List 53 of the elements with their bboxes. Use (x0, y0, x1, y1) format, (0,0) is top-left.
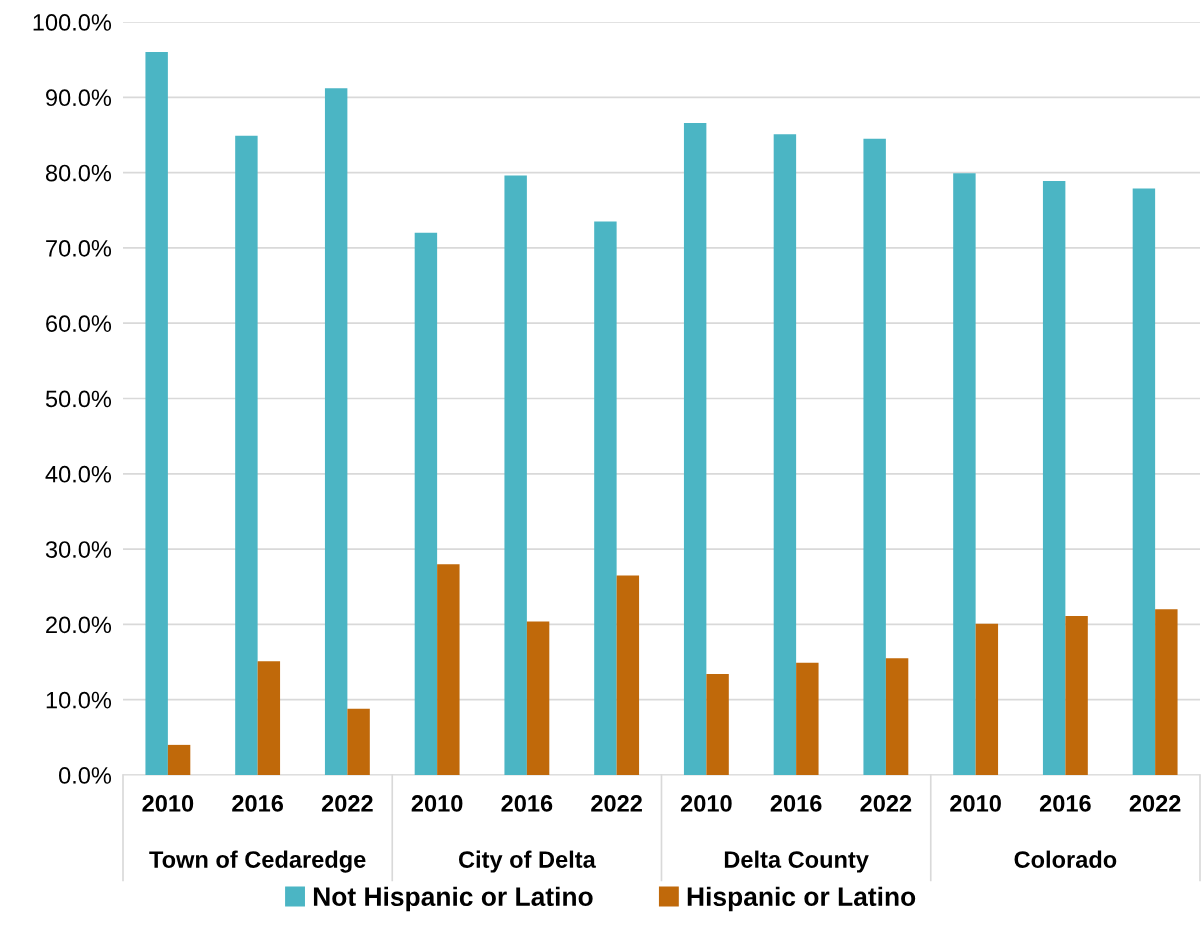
x-tick-label: 2016 (232, 795, 284, 812)
bar (504, 175, 527, 775)
x-tick-label: 2022 (321, 795, 373, 812)
bar (1155, 609, 1178, 775)
bar (683, 122, 707, 775)
x-tick-label: 2022 (1129, 795, 1181, 812)
bar (1042, 180, 1066, 775)
bar (975, 623, 999, 775)
bar (706, 674, 729, 775)
x-tick-label: 2010 (950, 795, 1001, 812)
bar (437, 564, 460, 775)
y-tick-label: 90.0% (46, 89, 112, 107)
y-tick-label: 0.0% (59, 767, 112, 784)
text: Colorado (1014, 850, 1117, 868)
y-tick-label: 10.0% (46, 691, 112, 709)
bar (773, 134, 797, 775)
y-tick-label: 80.0% (45, 164, 112, 182)
text: Town of Cedaredge (149, 850, 366, 873)
bar (347, 708, 370, 775)
x-tick-label: 2022 (591, 795, 642, 812)
bar (526, 621, 550, 775)
bar (257, 661, 281, 775)
x-tick-label: 2010 (680, 795, 732, 812)
legend-label: Hispanic or Latino (687, 886, 916, 912)
bar (616, 575, 640, 775)
x-tick-label: 2016 (1039, 795, 1091, 812)
bar (1132, 188, 1156, 775)
x-tick-label: 2022 (860, 795, 912, 812)
y-tick-label: 40.0% (45, 465, 112, 483)
x-tick-label: 2016 (770, 795, 822, 812)
bar (885, 658, 909, 775)
text: City of Delta (458, 850, 596, 873)
bar (324, 88, 348, 775)
text: Delta County (724, 850, 869, 873)
bar (167, 744, 191, 775)
bar (953, 173, 976, 775)
y-tick-label: 100.0% (33, 14, 112, 31)
y-tick-label: 60.0% (46, 315, 112, 332)
y-tick-label: 70.0% (46, 239, 112, 257)
bar (235, 135, 258, 775)
bar (1065, 616, 1088, 775)
bar (145, 52, 168, 775)
bar (414, 232, 438, 775)
x-tick-label: 2016 (501, 795, 553, 812)
y-tick-label: 20.0% (46, 616, 112, 634)
y-tick-label: 50.0% (45, 390, 112, 408)
y-tick-label: 30.0% (45, 541, 112, 558)
x-tick-label: 2010 (142, 795, 194, 812)
bar (796, 662, 819, 775)
x-tick-label: 2010 (411, 795, 463, 812)
bar (594, 221, 617, 775)
bar (863, 138, 886, 775)
legend-label: Not Hispanic or Latino (313, 886, 593, 912)
